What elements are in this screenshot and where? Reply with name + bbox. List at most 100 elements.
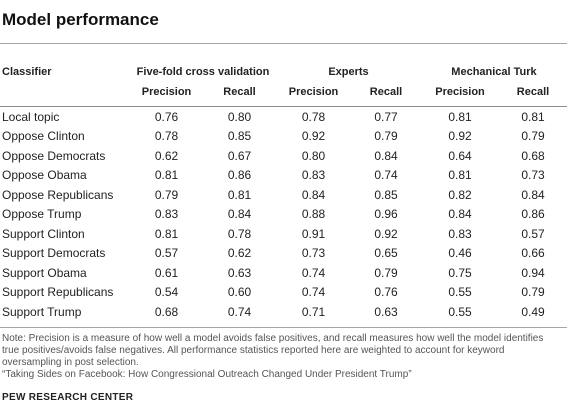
subheader-spacer — [0, 86, 130, 107]
row-label: Oppose Obama — [2, 168, 87, 183]
footer-divider — [0, 327, 567, 328]
table-row: Oppose Republicans 0.79 0.81 0.84 0.85 0.82 0.… — [0, 185, 567, 205]
table-cell: 0.57 — [154, 246, 179, 261]
row-label: Local topic — [2, 109, 60, 124]
table-cell: 0.80 — [227, 109, 252, 124]
subheader-recall: Recall — [203, 86, 276, 107]
group-header-experts: Experts — [328, 66, 369, 78]
table-cell: 0.84 — [448, 207, 472, 222]
subheader-precision: Precision — [130, 86, 203, 107]
classifier-header: Classifier — [2, 66, 52, 78]
table-cell: 0.88 — [301, 207, 326, 222]
row-label: Oppose Democrats — [2, 148, 106, 163]
table-row: Oppose Trump 0.83 0.84 0.88 0.96 0.84 0.86 — [0, 205, 567, 225]
table-cell: 0.68 — [521, 148, 545, 163]
table-cell: 0.79 — [374, 265, 398, 280]
table-cell: 0.62 — [154, 148, 179, 163]
table-cell: 0.78 — [301, 109, 326, 124]
table-cell: 0.81 — [154, 226, 179, 241]
table-cell: 0.91 — [301, 226, 326, 241]
table-cell: 0.92 — [374, 226, 398, 241]
group-header-mechanical-turk: Mechanical Turk — [451, 66, 537, 78]
table-cell: 0.84 — [301, 187, 326, 202]
table-row: Support Clinton 0.81 0.78 0.91 0.92 0.83 0.57 — [0, 224, 567, 244]
subheader-precision: Precision — [276, 86, 351, 107]
top-divider — [0, 43, 567, 44]
table-row: Oppose Clinton 0.78 0.85 0.92 0.79 0.92 0.79 — [0, 127, 567, 147]
subheader-recall: Recall — [499, 86, 567, 107]
table-cell: 0.61 — [154, 265, 179, 280]
table-cell: 0.67 — [227, 148, 252, 163]
table-cell: 0.46 — [448, 246, 472, 261]
table-row: Support Obama 0.61 0.63 0.74 0.79 0.75 0.94 — [0, 263, 567, 283]
table-cell: 0.73 — [521, 168, 545, 183]
table-cell: 0.96 — [374, 207, 398, 222]
table-cell: 0.85 — [227, 129, 252, 144]
table-cell: 0.68 — [154, 304, 179, 319]
table-cell: 0.83 — [154, 207, 179, 222]
table-cell: 0.49 — [521, 304, 545, 319]
table-cell: 0.78 — [227, 226, 252, 241]
table-cell: 0.63 — [227, 265, 252, 280]
table-cell: 0.86 — [521, 207, 545, 222]
table-cell: 0.79 — [521, 129, 545, 144]
table-cell: 0.55 — [448, 304, 472, 319]
table-cell: 0.84 — [521, 187, 545, 202]
table-cell: 0.74 — [301, 265, 326, 280]
row-label: Support Republicans — [2, 285, 114, 300]
table-cell: 0.92 — [301, 129, 326, 144]
table-cell: 0.57 — [521, 226, 545, 241]
row-label: Support Obama — [2, 265, 87, 280]
row-label: Support Clinton — [2, 226, 85, 241]
table-row: Support Democrats 0.57 0.62 0.73 0.65 0.46 0.6… — [0, 244, 567, 264]
table-cell: 0.76 — [374, 285, 398, 300]
row-label: Oppose Republicans — [2, 187, 114, 202]
table-cell: 0.84 — [374, 148, 398, 163]
table-cell: 0.83 — [448, 226, 472, 241]
table-cell: 0.77 — [374, 109, 398, 124]
table-cell: 0.76 — [154, 109, 179, 124]
table-cell: 0.83 — [301, 168, 326, 183]
table-row: Local topic 0.76 0.80 0.78 0.77 0.81 0.81 — [0, 107, 567, 127]
table-cell: 0.79 — [521, 285, 545, 300]
source-citation: “Taking Sides on Facebook: How Congressi… — [2, 369, 412, 380]
table-cell: 0.80 — [301, 148, 326, 163]
table-cell: 0.55 — [448, 285, 472, 300]
table-body: Local topic 0.76 0.80 0.78 0.77 0.81 0.81 Oppos… — [0, 107, 567, 322]
table-cell: 0.81 — [448, 168, 472, 183]
table-cell: 0.60 — [227, 285, 252, 300]
table-cell: 0.84 — [227, 207, 252, 222]
subheader-recall: Recall — [351, 86, 421, 107]
row-label: Oppose Trump — [2, 207, 82, 222]
table-cell: 0.79 — [374, 129, 398, 144]
group-header-cross-validation: Five-fold cross validation — [136, 66, 270, 78]
table-cell: 0.65 — [374, 246, 398, 261]
table-cell: 0.94 — [521, 265, 545, 280]
table-cell: 0.78 — [154, 129, 179, 144]
table-cell: 0.63 — [374, 304, 398, 319]
table-cell: 0.54 — [154, 285, 179, 300]
organization-credit: PEW RESEARCH CENTER — [2, 392, 134, 403]
table-row: Oppose Obama 0.81 0.86 0.83 0.74 0.81 0.73 — [0, 166, 567, 186]
table-cell: 0.71 — [301, 304, 326, 319]
table-row: Support Republicans 0.54 0.60 0.74 0.76 0.55 0… — [0, 283, 567, 303]
table-note: Note: Precision is a measure of how well… — [2, 333, 544, 368]
table-cell: 0.92 — [448, 129, 472, 144]
table-cell: 0.85 — [374, 187, 398, 202]
table-cell: 0.62 — [227, 246, 252, 261]
table-cell: 0.81 — [448, 109, 472, 124]
table-cell: 0.74 — [227, 304, 252, 319]
row-label: Oppose Clinton — [2, 129, 85, 144]
row-label: Support Trump — [2, 304, 82, 319]
table-cell: 0.79 — [154, 187, 179, 202]
table-cell: 0.81 — [227, 187, 252, 202]
table-cell: 0.73 — [301, 246, 326, 261]
table-cell: 0.75 — [448, 265, 472, 280]
table-cell: 0.86 — [227, 168, 252, 183]
table-cell: 0.74 — [301, 285, 326, 300]
model-performance-table: Classifier Five-fold cross validation Ex… — [0, 66, 567, 322]
chart-title: Model performance — [2, 10, 159, 29]
row-label: Support Democrats — [2, 246, 106, 261]
table-cell: 0.74 — [374, 168, 398, 183]
table-row: Support Trump 0.68 0.74 0.71 0.63 0.55 0.49 — [0, 302, 567, 322]
